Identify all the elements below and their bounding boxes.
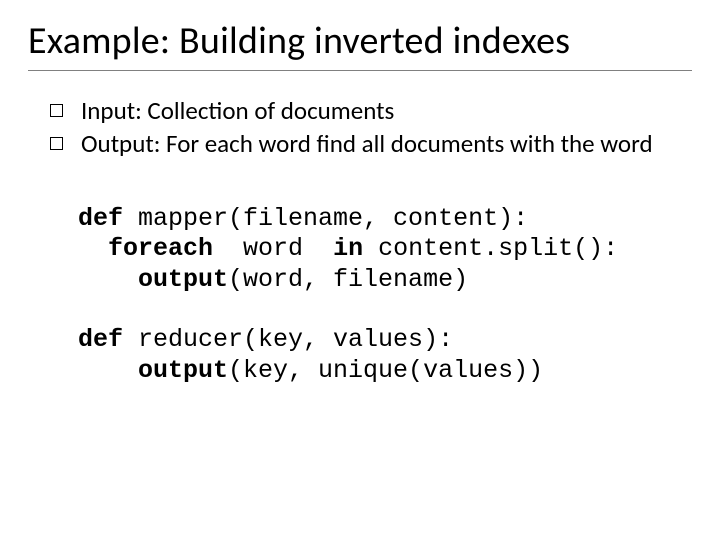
- bullet-text: Output: For each word find all documents…: [81, 128, 653, 159]
- slide-title: Example: Building inverted indexes: [28, 18, 692, 64]
- square-bullet-icon: [50, 104, 63, 117]
- title-container: Example: Building inverted indexes: [28, 18, 692, 71]
- code-block-mapper: def mapper(filename, content): foreach w…: [28, 204, 692, 296]
- keyword: def: [78, 204, 123, 233]
- code-text: content.split():: [363, 234, 618, 263]
- code-text: mapper(filename, content):: [123, 204, 528, 233]
- keyword: foreach: [108, 234, 213, 263]
- code-text: (word, filename): [228, 265, 468, 294]
- keyword: output: [138, 265, 228, 294]
- slide: Example: Building inverted indexes Input…: [0, 0, 720, 540]
- bullet-text: Input: Collection of documents: [81, 95, 394, 126]
- square-bullet-icon: [50, 137, 63, 150]
- code-indent: [78, 265, 138, 294]
- keyword: in: [333, 234, 363, 263]
- list-item: Output: For each word find all documents…: [50, 128, 692, 159]
- keyword: def: [78, 325, 123, 354]
- code-indent: [78, 356, 138, 385]
- bullet-list: Input: Collection of documents Output: F…: [28, 95, 692, 160]
- code-text: reducer(key, values):: [123, 325, 453, 354]
- code-text: word: [213, 234, 333, 263]
- list-item: Input: Collection of documents: [50, 95, 692, 126]
- keyword: output: [138, 356, 228, 385]
- code-block-reducer: def reducer(key, values): output(key, un…: [28, 325, 692, 386]
- code-indent: [78, 234, 108, 263]
- code-text: (key, unique(values)): [228, 356, 543, 385]
